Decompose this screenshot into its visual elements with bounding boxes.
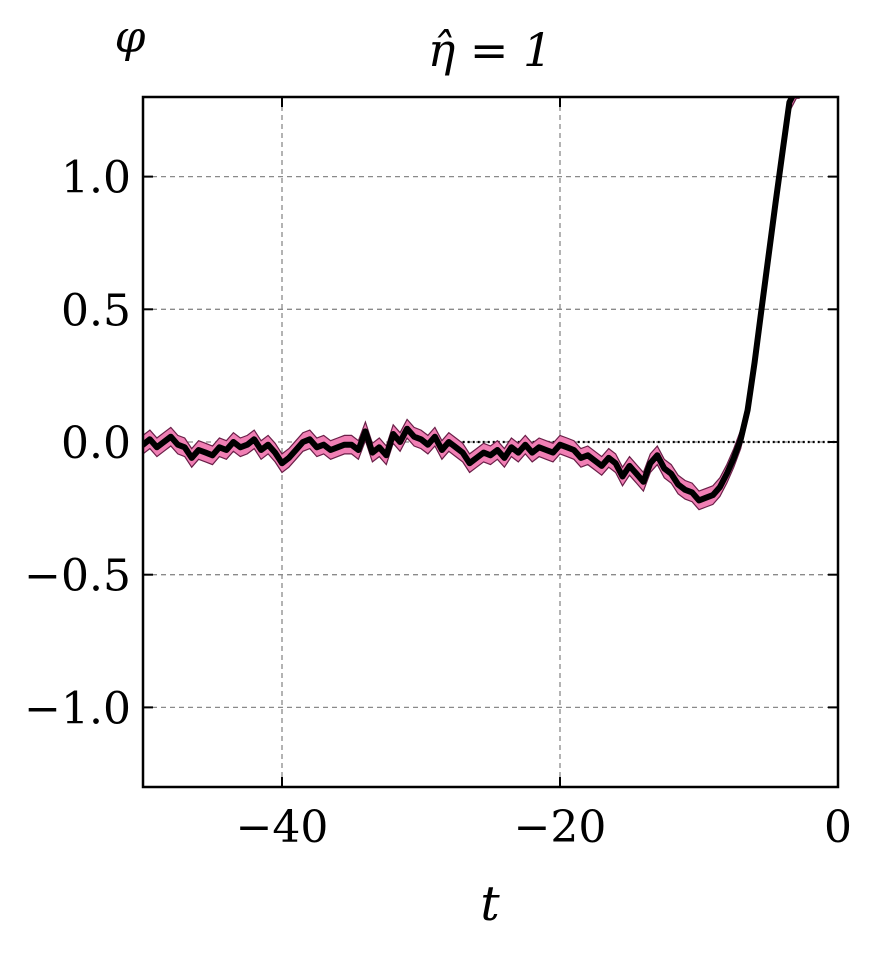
series-band bbox=[143, 97, 800, 511]
y-axis-label: φ bbox=[115, 12, 146, 63]
series-line bbox=[143, 97, 796, 504]
y-tick-label: 0.0 bbox=[61, 418, 131, 469]
y-tick-label: −0.5 bbox=[24, 551, 131, 602]
y-tick-label: 0.5 bbox=[61, 285, 131, 336]
series-line-path bbox=[143, 97, 796, 504]
uncertainty-band bbox=[143, 97, 800, 511]
x-axis-label: t bbox=[480, 876, 500, 932]
y-tick-label: −1.0 bbox=[24, 683, 131, 734]
y-tick-labels: 1.0 0.5 0.0 −0.5 −1.0 bbox=[24, 153, 131, 735]
y-tick-label: 1.0 bbox=[61, 153, 131, 204]
x-tick-label: −20 bbox=[514, 802, 607, 853]
ticks bbox=[143, 97, 839, 787]
x-tick-label: −40 bbox=[236, 802, 329, 853]
x-tick-label: 0 bbox=[824, 802, 852, 853]
x-tick-labels: −40 −20 0 bbox=[236, 802, 852, 853]
chart-title: η̂ = 1 bbox=[428, 23, 553, 77]
